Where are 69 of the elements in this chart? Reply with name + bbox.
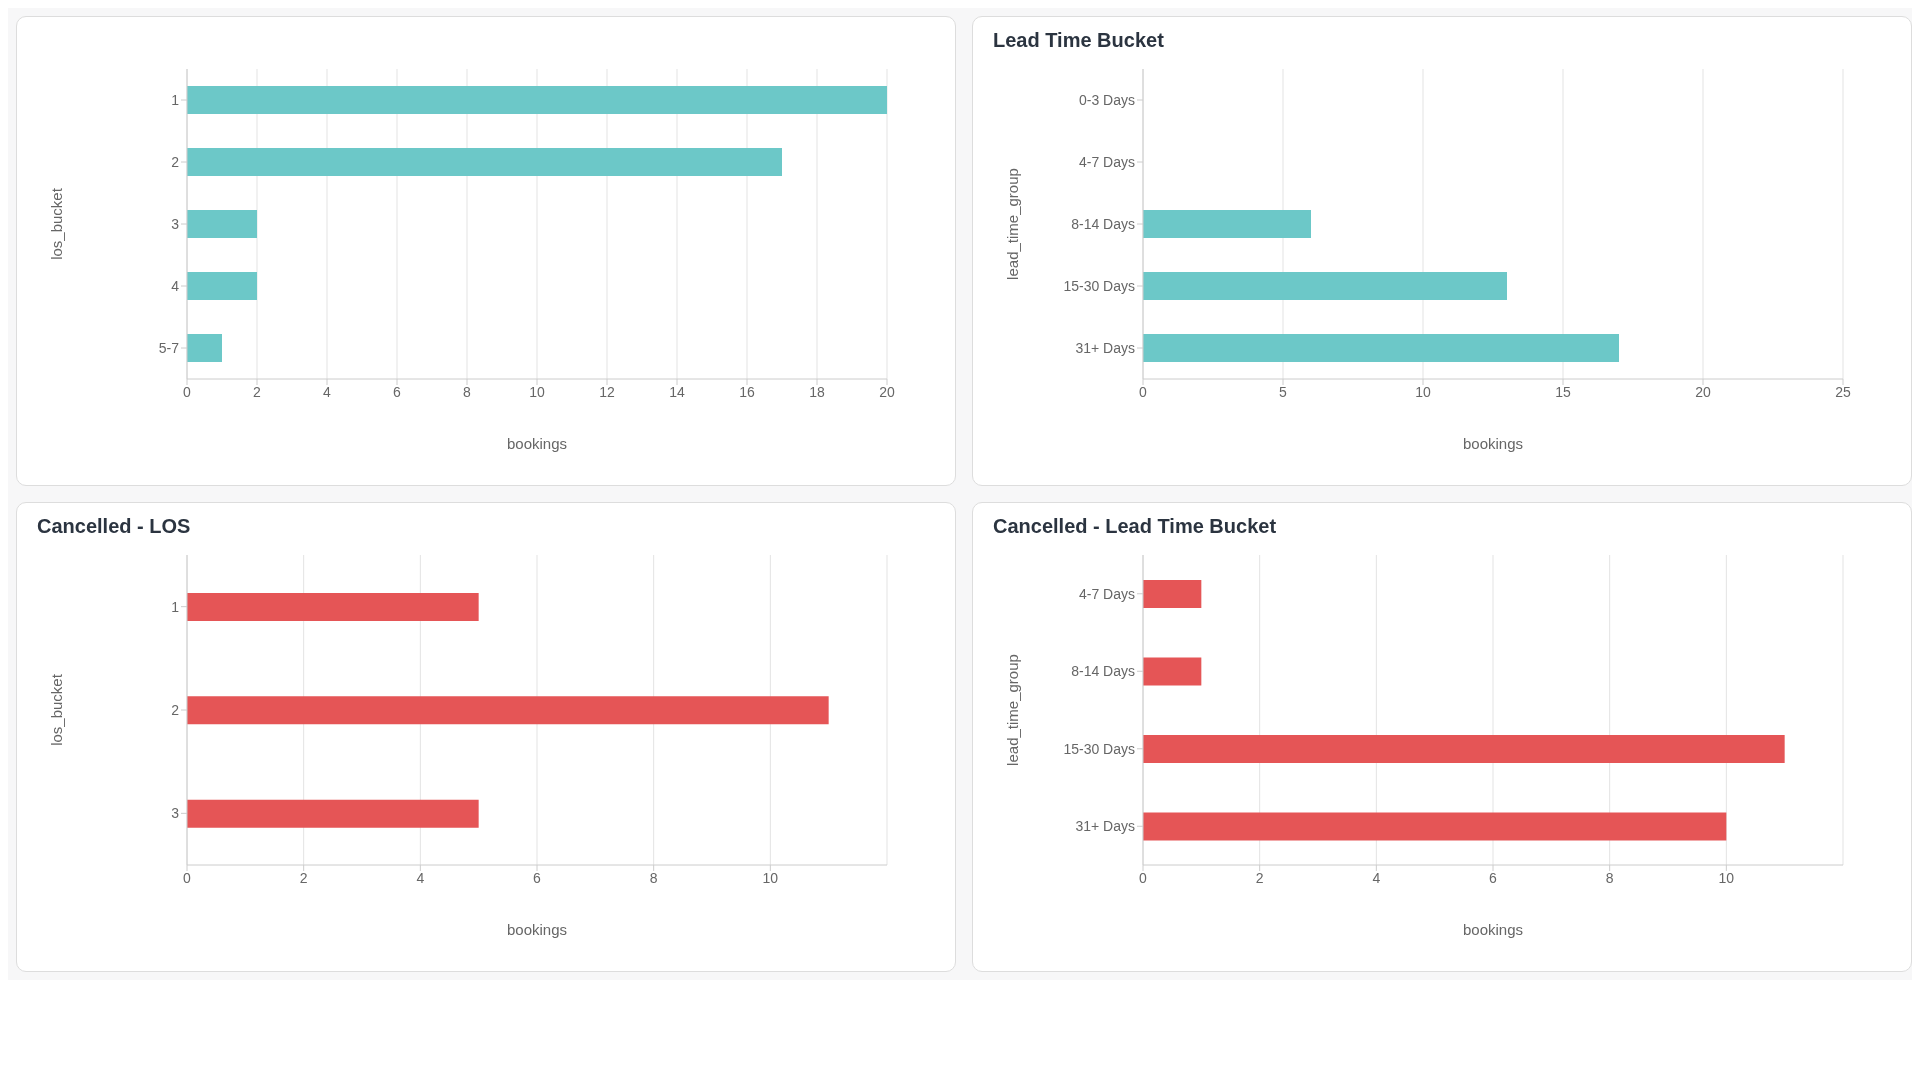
y-tick-label: 1 bbox=[171, 598, 180, 615]
y-axis-title: los_bucket bbox=[48, 673, 66, 746]
x-tick-label: 10 bbox=[529, 383, 545, 400]
bar bbox=[187, 148, 782, 176]
y-tick-label: 1 bbox=[171, 91, 180, 108]
bar bbox=[1143, 812, 1727, 841]
y-tick-label: 31+ Days bbox=[1075, 339, 1135, 356]
y-tick-label: 4-7 Days bbox=[1078, 585, 1135, 602]
y-tick-label: 15-30 Days bbox=[1063, 740, 1135, 757]
x-tick-label: 4 bbox=[416, 869, 425, 886]
y-tick-label: 3 bbox=[171, 805, 180, 822]
x-tick-label: 2 bbox=[1255, 869, 1264, 886]
x-tick-label: 15 bbox=[1555, 383, 1571, 400]
y-tick-label: 2 bbox=[171, 701, 180, 718]
chart-title: Lead Time Bucket bbox=[993, 29, 1165, 53]
y-axis-title: los_bucket bbox=[48, 187, 66, 260]
x-tick-label: 8 bbox=[463, 383, 472, 400]
x-tick-label: 10 bbox=[762, 869, 779, 886]
bar bbox=[1143, 657, 1202, 686]
x-axis-title: bookings bbox=[1462, 921, 1524, 938]
x-tick-label: 0 bbox=[1139, 869, 1148, 886]
x-tick-label: 0 bbox=[1139, 383, 1148, 400]
bar bbox=[187, 334, 222, 362]
bar bbox=[1143, 735, 1785, 763]
y-tick-label: 4-7 Days bbox=[1078, 153, 1135, 170]
x-tick-label: 8 bbox=[649, 869, 658, 886]
chart-title: Cancelled - LOS bbox=[37, 515, 192, 539]
bar bbox=[1143, 210, 1311, 238]
bar bbox=[187, 86, 887, 114]
x-tick-label: 10 bbox=[1718, 869, 1735, 886]
y-tick-label: 8-14 Days bbox=[1071, 663, 1135, 680]
x-tick-label: 4 bbox=[1372, 869, 1381, 886]
y-tick-label: 15-30 Days bbox=[1063, 277, 1135, 294]
y-tick-label: 0-3 Days bbox=[1078, 91, 1135, 108]
x-tick-label: 12 bbox=[599, 383, 615, 400]
y-axis-title: lead_time_group bbox=[1004, 168, 1022, 280]
x-tick-label: 6 bbox=[393, 383, 402, 400]
x-tick-label: 4 bbox=[323, 383, 332, 400]
x-tick-label: 25 bbox=[1835, 383, 1851, 400]
y-tick-label: 31+ Days bbox=[1075, 818, 1135, 835]
x-tick-label: 8 bbox=[1605, 869, 1614, 886]
bar bbox=[1143, 272, 1507, 300]
y-axis-title: lead_time_group bbox=[1004, 654, 1022, 766]
y-tick-label: 4 bbox=[171, 277, 180, 294]
x-tick-label: 14 bbox=[669, 383, 685, 400]
y-tick-label: 2 bbox=[171, 153, 180, 170]
x-axis-title: bookings bbox=[506, 435, 568, 452]
x-tick-label: 20 bbox=[1695, 383, 1711, 400]
x-axis-title: bookings bbox=[506, 921, 568, 938]
x-tick-label: 20 bbox=[879, 383, 895, 400]
x-tick-label: 16 bbox=[739, 383, 755, 400]
x-tick-label: 6 bbox=[533, 869, 542, 886]
x-tick-label: 5 bbox=[1279, 383, 1288, 400]
x-tick-label: 2 bbox=[299, 869, 308, 886]
y-tick-label: 5-7 bbox=[158, 339, 180, 356]
chart-title: Cancelled - Lead Time Bucket bbox=[993, 515, 1278, 539]
bar bbox=[187, 210, 257, 238]
x-tick-label: 18 bbox=[809, 383, 825, 400]
bar bbox=[1143, 580, 1202, 608]
x-tick-label: 0 bbox=[183, 869, 192, 886]
y-tick-label: 8-14 Days bbox=[1071, 215, 1135, 232]
x-axis-title: bookings bbox=[1462, 435, 1524, 452]
x-tick-label: 2 bbox=[253, 383, 262, 400]
bar bbox=[187, 272, 257, 300]
x-tick-label: 0 bbox=[183, 383, 192, 400]
bar bbox=[1143, 334, 1619, 362]
x-tick-label: 10 bbox=[1415, 383, 1431, 400]
y-tick-label: 3 bbox=[171, 215, 180, 232]
x-tick-label: 6 bbox=[1489, 869, 1498, 886]
